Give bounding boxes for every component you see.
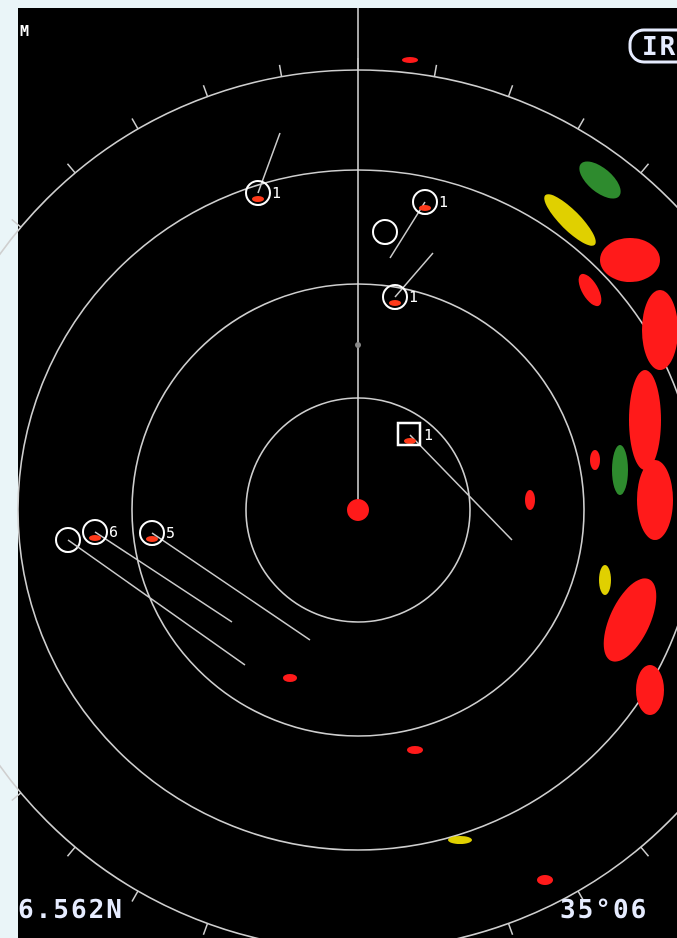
target-marker	[82, 519, 108, 545]
target-echo	[404, 438, 416, 444]
target-label: 1	[439, 193, 448, 211]
target-marker	[382, 284, 408, 310]
bearing-tick	[577, 890, 585, 902]
target-echo	[252, 196, 264, 202]
bearing-tick	[11, 792, 22, 802]
bearing-tick	[202, 923, 209, 935]
bearing-tick	[278, 64, 283, 77]
target-marker	[139, 520, 165, 546]
target-vector	[67, 539, 246, 666]
echoes	[283, 57, 677, 885]
bearing-tick	[202, 85, 209, 97]
bearing-tick	[131, 890, 139, 902]
target-label: 6	[109, 523, 118, 541]
target-marker	[55, 527, 81, 553]
readout-right: 35°06	[560, 895, 648, 925]
indicator-box	[628, 28, 677, 64]
bearing-tick	[66, 846, 76, 857]
target-vector	[409, 434, 513, 541]
target-echo	[146, 536, 158, 542]
target-vector	[151, 532, 311, 641]
own-ship	[347, 499, 369, 521]
target-vector	[257, 132, 281, 194]
bearing-tick	[640, 163, 650, 174]
target-echo	[89, 535, 101, 541]
targets: 1 1 1 1 6 5	[55, 132, 513, 666]
radar-display	[18, 8, 677, 938]
target-label: 1	[409, 288, 418, 306]
bearing-tick	[577, 118, 585, 130]
bearing-tick	[507, 85, 514, 97]
bearing-tick	[507, 923, 514, 935]
bearing-scale	[11, 58, 650, 935]
target-label: 1	[424, 426, 433, 444]
target-marker	[412, 189, 438, 215]
target-vector	[389, 201, 426, 259]
target-marker	[372, 219, 398, 245]
marker	[355, 342, 361, 348]
target-vector	[394, 252, 434, 298]
bearing-tick	[66, 163, 76, 174]
indicator: IR	[642, 32, 677, 62]
target-vector	[94, 531, 233, 623]
target-echo	[389, 300, 401, 306]
bearing-tick	[640, 846, 650, 857]
bearing-tick	[131, 118, 139, 130]
mode-label: M	[20, 22, 29, 40]
readout-left: 6.562N	[18, 895, 124, 925]
target-echo	[419, 205, 431, 211]
bearing-tick	[433, 64, 438, 77]
target-marker	[245, 180, 271, 206]
target-label: 5	[166, 524, 175, 542]
bearing-tick	[11, 218, 22, 228]
target-marker	[396, 421, 422, 447]
target-label: 1	[272, 184, 281, 202]
